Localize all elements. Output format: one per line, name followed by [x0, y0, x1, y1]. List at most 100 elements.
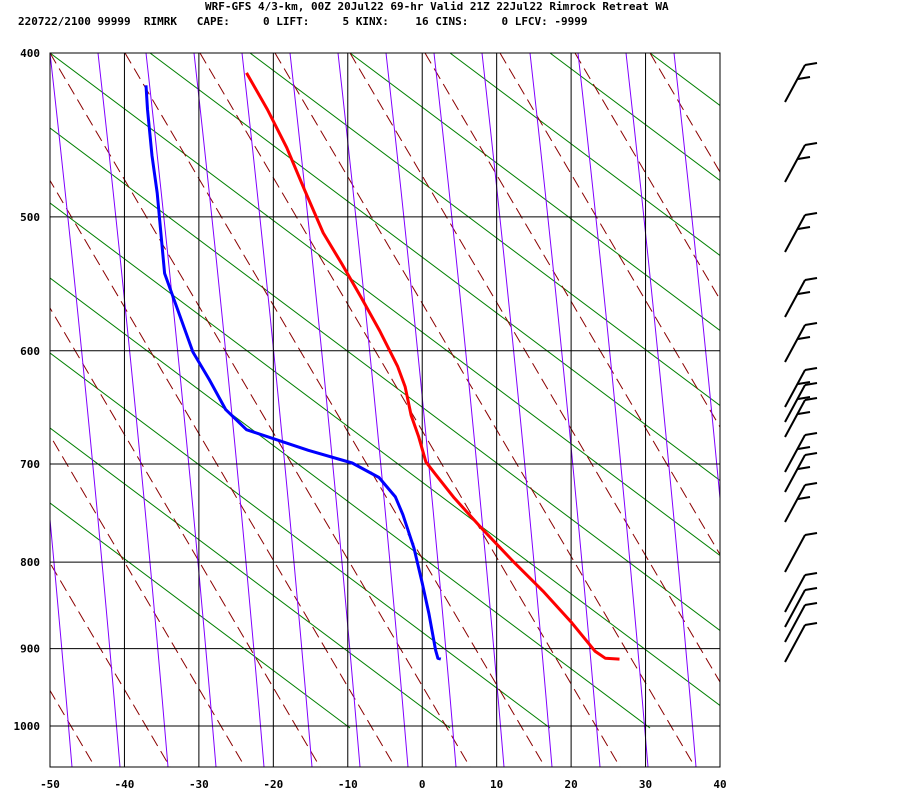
- wind-barb: [784, 322, 818, 363]
- wind-barb-flag: [797, 496, 811, 500]
- moist-adiabat-line: [529, 53, 601, 767]
- moist-adiabat-line: [673, 53, 720, 504]
- isotherm-line: [50, 427, 451, 729]
- wind-barb-flag: [797, 446, 811, 450]
- isotherm-line: [50, 202, 720, 707]
- isotherm-line: [50, 53, 720, 557]
- x-tick-label: -40: [115, 778, 135, 791]
- wind-barb: [784, 452, 818, 493]
- wind-barb: [784, 532, 818, 573]
- x-tick-label: -10: [338, 778, 358, 791]
- moist-adiabat-line: [145, 53, 217, 767]
- wind-barb-flag: [797, 466, 811, 470]
- wind-barb-staff: [784, 534, 806, 573]
- wind-barb: [784, 622, 818, 663]
- wind-barb-staff: [784, 574, 806, 613]
- x-tick-label: -50: [40, 778, 60, 791]
- wind-barb: [784, 277, 818, 318]
- wind-barb: [784, 587, 818, 628]
- wind-barb-staff: [784, 484, 806, 523]
- dry-adiabat-line: [349, 53, 720, 683]
- wind-barb: [784, 382, 818, 423]
- dry-adiabat-line: [50, 562, 171, 767]
- moist-adiabat-line: [577, 53, 649, 767]
- isotherm-line: [50, 352, 551, 729]
- dry-adiabat-line: [649, 53, 720, 173]
- dry-adiabat-line: [50, 179, 396, 767]
- wind-barb-staff: [784, 604, 806, 643]
- wind-barb-flag: [804, 452, 818, 456]
- dry-adiabat-line: [50, 689, 96, 767]
- wind-barb-staff: [784, 279, 806, 318]
- moist-adiabat-line: [625, 53, 697, 767]
- dry-adiabat-line: [424, 53, 720, 556]
- wind-barb: [784, 367, 818, 408]
- moist-adiabat-line: [385, 53, 457, 767]
- wind-barb-staff: [784, 64, 806, 103]
- wind-barb-flag: [804, 482, 818, 486]
- x-tick-label: -20: [263, 778, 283, 791]
- wind-barb: [784, 62, 818, 103]
- wind-barb-flag: [797, 336, 811, 340]
- wind-barb-flag: [804, 532, 818, 536]
- background-lines: [50, 53, 900, 767]
- isotherm-line: [50, 502, 351, 729]
- x-tick-label: 40: [713, 778, 726, 791]
- wind-barb: [784, 432, 818, 473]
- moist-adiabat-line: [50, 514, 73, 767]
- wind-barb-staff: [784, 384, 806, 423]
- wind-barb-flag: [804, 572, 818, 576]
- wind-barb-flag: [804, 277, 818, 281]
- wind-barbs: [784, 62, 818, 663]
- axis-ticks: -50 -40 -30 -20 -10 0 10 20 30 40 400 500 600 700 800 9…: [14, 47, 727, 791]
- dry-adiabat-line: [124, 53, 546, 767]
- wind-barb-flag: [804, 62, 818, 66]
- y-tick-label: 900: [20, 643, 40, 656]
- wind-barb-flag: [804, 397, 818, 401]
- dry-adiabat-line: [499, 53, 720, 428]
- y-tick-label: 600: [20, 345, 40, 358]
- isotherm-line: [50, 127, 720, 632]
- dry-adiabat-line: [50, 307, 321, 767]
- wind-barb-flag: [804, 587, 818, 591]
- isotherm-line: [750, 53, 900, 728]
- x-tick-label: 20: [564, 778, 577, 791]
- moist-adiabat-line: [241, 53, 313, 767]
- wind-barb: [784, 572, 818, 613]
- x-tick-label: 10: [490, 778, 503, 791]
- dry-adiabat-line: [574, 53, 720, 301]
- wind-barb: [784, 397, 818, 438]
- wind-barb: [784, 482, 818, 523]
- isotherm-line: [449, 53, 720, 257]
- wind-barb-flag: [797, 396, 811, 400]
- wind-barb-staff: [784, 324, 806, 363]
- x-tick-label: 0: [419, 778, 426, 791]
- wind-barb-flag: [797, 381, 811, 385]
- y-tick-label: 500: [20, 211, 40, 224]
- wind-barb: [784, 212, 818, 253]
- moist-adiabat-line: [722, 53, 792, 767]
- y-tick-label: 700: [20, 458, 40, 471]
- isotherm-line: [850, 53, 900, 728]
- dry-adiabat-line: [875, 53, 900, 767]
- moist-adiabat-line: [193, 53, 265, 767]
- wind-barb-flag: [797, 291, 811, 295]
- wind-barb-flag: [804, 212, 818, 216]
- wind-barb-staff: [784, 454, 806, 493]
- wind-barb-staff: [784, 399, 806, 438]
- wind-barb-flag: [797, 226, 811, 230]
- y-tick-label: 800: [20, 556, 40, 569]
- isotherm-line: [149, 53, 720, 482]
- wind-barb-staff: [784, 144, 806, 183]
- isotherm-line: [349, 53, 720, 332]
- y-tick-label: 1000: [14, 720, 41, 733]
- moist-adiabat-line: [50, 53, 121, 767]
- wind-barb-flag: [804, 432, 818, 436]
- wind-barb-flag: [797, 411, 811, 415]
- wind-barb-staff: [784, 589, 806, 628]
- moist-adiabat-line: [97, 53, 169, 767]
- dry-adiabat-line: [725, 53, 900, 767]
- wind-barb-flag: [804, 142, 818, 146]
- moist-adiabat-line: [433, 53, 505, 767]
